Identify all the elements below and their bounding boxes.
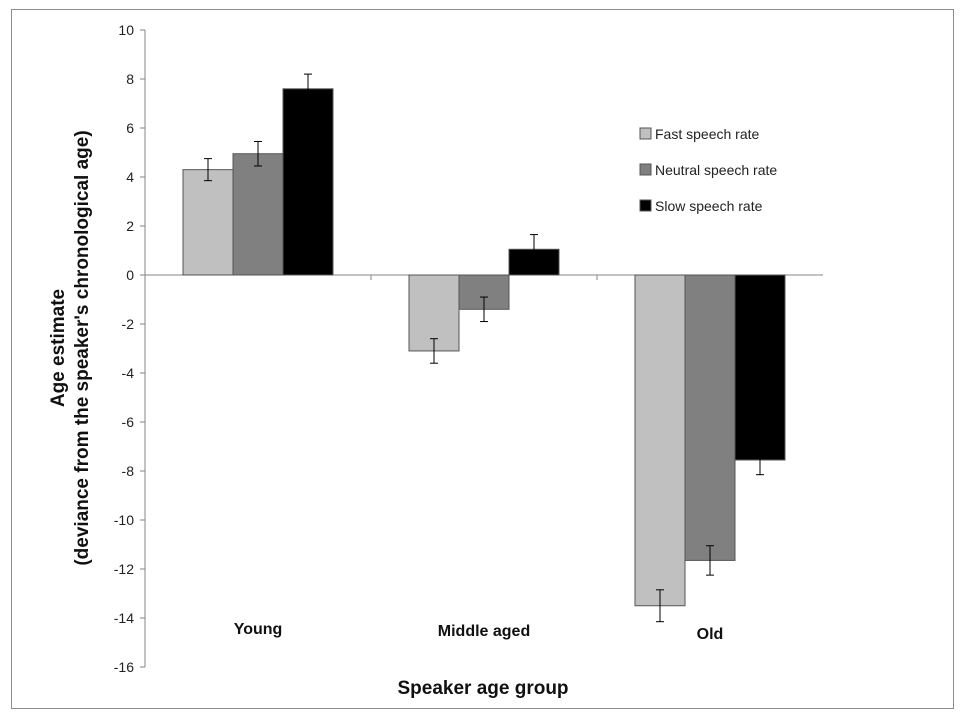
y-tick-label: 10 <box>118 22 134 38</box>
y-tick-label: -2 <box>122 316 135 332</box>
y-tick-label: 8 <box>126 71 134 87</box>
legend-label: Slow speech rate <box>655 198 763 214</box>
legend-swatch <box>639 127 652 140</box>
legend-swatch <box>639 163 652 176</box>
bar-fast-speech-rate-old <box>634 274 686 607</box>
legend-swatch <box>639 199 652 212</box>
y-tick-label: -14 <box>114 610 134 626</box>
bar-slow-speech-rate-old <box>734 274 786 461</box>
y-tick-label: 4 <box>126 169 134 185</box>
bar-neutral-speech-rate-young <box>232 153 284 276</box>
bar-slow-speech-rate-young <box>282 88 334 276</box>
y-tick-label: -16 <box>114 659 134 675</box>
y-axis-title: Age estimate <box>48 289 69 407</box>
y-tick-label: 2 <box>126 218 134 234</box>
bar-neutral-speech-rate-old <box>684 274 736 561</box>
y-tick-label: -6 <box>122 414 135 430</box>
category-label: Middle aged <box>438 623 530 640</box>
x-axis-title: Speaker age group <box>397 678 568 699</box>
y-tick-label: -4 <box>122 365 135 381</box>
y-tick-label: -12 <box>114 561 134 577</box>
legend: Fast speech rate Neutral speech rate Slow … <box>639 126 777 214</box>
category-label: Old <box>697 626 724 643</box>
chart-frame <box>11 9 954 709</box>
legend-label: Fast speech rate <box>655 126 759 142</box>
plot-area: 10 8 6 4 2 0 -2 -4 -6 -8 -10 -12 -14 -16 Young Middle a… <box>114 22 823 675</box>
y-tick-label: -8 <box>122 463 135 479</box>
bar-fast-speech-rate-young <box>182 169 234 276</box>
y-tick-label: 6 <box>126 120 134 136</box>
category-label: Young <box>234 621 283 638</box>
y-tick-label: 0 <box>126 267 134 283</box>
y-tick-label: -10 <box>114 512 134 528</box>
y-axis-subtitle: (deviance from the speaker's chronologic… <box>72 130 93 565</box>
legend-label: Neutral speech rate <box>655 162 777 178</box>
